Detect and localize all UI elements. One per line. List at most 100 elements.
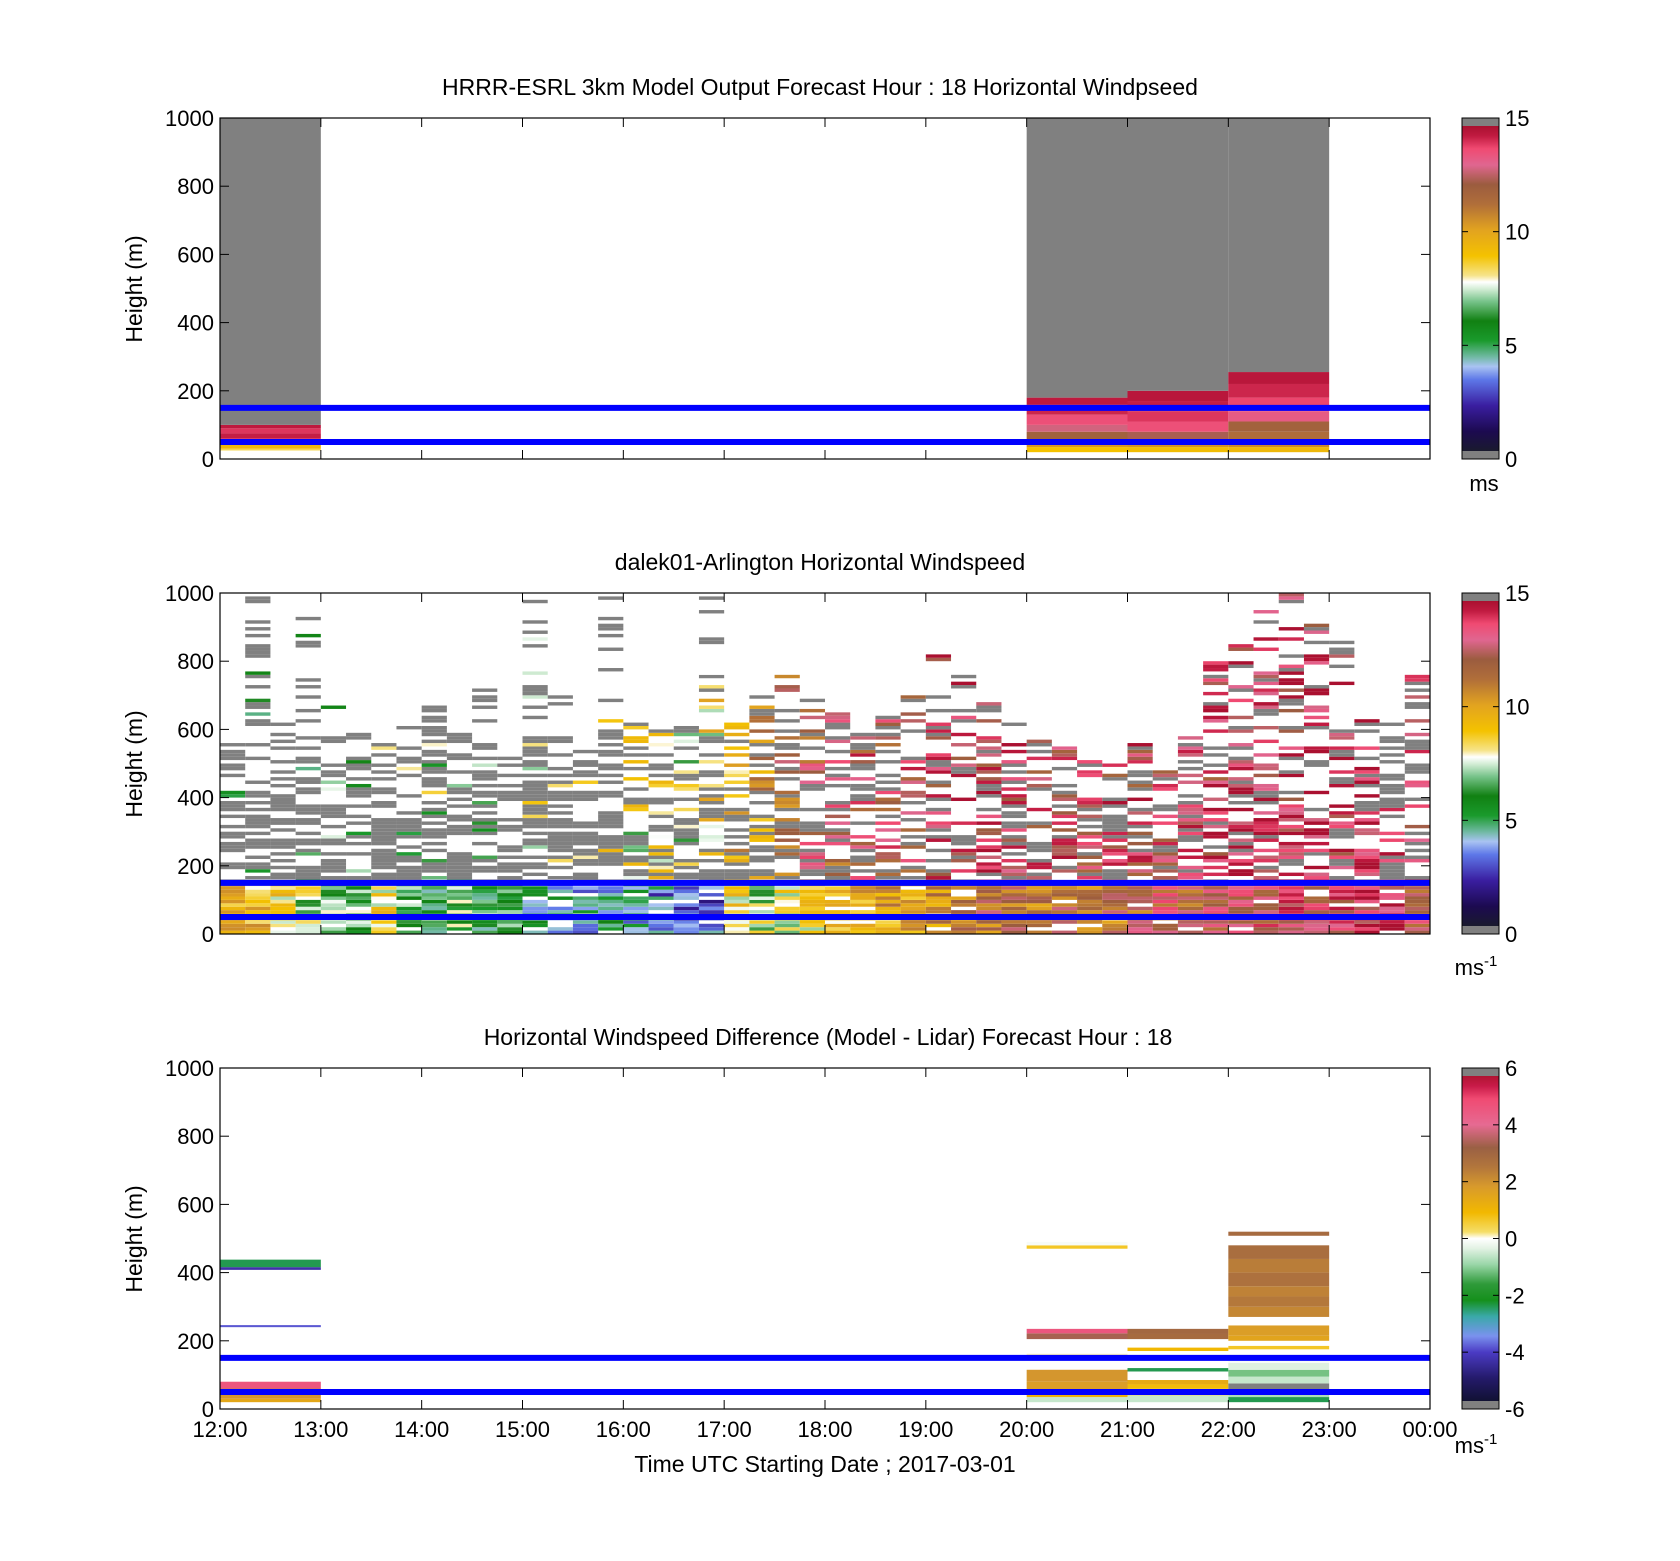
colorbar-tick-label: 10 [1505, 220, 1529, 245]
heatmap-cell [446, 753, 473, 757]
heatmap-cell [295, 811, 321, 815]
heatmap-cell [1228, 1383, 1330, 1391]
heatmap-cell [320, 852, 347, 856]
heatmap-cell [825, 893, 851, 897]
heatmap-cell [245, 899, 271, 904]
y-tick-label: 200 [177, 854, 214, 879]
heatmap-cell [1127, 753, 1153, 757]
heatmap-cell [825, 725, 851, 730]
heatmap-cell [346, 886, 372, 890]
heatmap-cell [320, 869, 347, 873]
heatmap-cell [976, 872, 1002, 877]
heatmap-cell [774, 804, 800, 808]
heatmap-cell [522, 855, 548, 859]
heatmap-cell [1253, 903, 1279, 907]
heatmap-cell [1203, 845, 1229, 849]
heatmap-cell [220, 424, 321, 429]
colorbar-frame [1461, 117, 1500, 460]
heatmap-cell [396, 889, 422, 894]
heatmap-cell [245, 674, 271, 679]
heatmap-cell [925, 858, 952, 863]
heatmap-cell [976, 893, 1002, 897]
heatmap-cell [295, 644, 321, 648]
heatmap-cell [875, 828, 901, 832]
heatmap-cell [472, 906, 498, 911]
heatmap-cell [371, 927, 397, 931]
heatmap-cell [799, 841, 825, 846]
heatmap-cell [1026, 749, 1052, 754]
heatmap-cell [220, 824, 246, 829]
heatmap-cell [875, 722, 901, 726]
heatmap-cell [522, 705, 548, 709]
heatmap-cell [547, 804, 573, 808]
heatmap-cell [698, 824, 725, 829]
heatmap-cell [572, 763, 599, 767]
heatmap-cell [547, 927, 573, 931]
heatmap-cell [497, 773, 523, 778]
heatmap-cell [220, 889, 246, 894]
heatmap-cell [749, 695, 775, 699]
colorbar-unit-exponent: -1 [1484, 1431, 1497, 1448]
heatmap-cell [648, 872, 674, 877]
heatmap-cell [245, 650, 271, 655]
heatmap-cell [472, 903, 498, 907]
heatmap-cell [1329, 886, 1355, 890]
heatmap-cell [774, 807, 800, 812]
heatmap-cell [547, 930, 573, 934]
heatmap-cell [446, 923, 473, 928]
heatmap-cell [749, 831, 775, 836]
heatmap-cell [951, 852, 977, 856]
heatmap-cell [1329, 848, 1355, 853]
heatmap-cell [875, 855, 901, 859]
heatmap-cell [1354, 855, 1380, 859]
heatmap-cell [1253, 797, 1279, 802]
heatmap-cell [547, 848, 573, 853]
heatmap-cell [1051, 930, 1078, 934]
heatmap-cell [1001, 872, 1027, 877]
heatmap-cell [976, 794, 1002, 798]
heatmap-cell [497, 893, 523, 897]
heatmap-cell [421, 777, 447, 781]
heatmap-cell [1228, 910, 1254, 914]
heatmap-cell [976, 783, 1002, 788]
heatmap-cell [1228, 899, 1254, 904]
heatmap-cell [1026, 783, 1052, 788]
heatmap-cell [749, 903, 775, 907]
heatmap-cell [1051, 893, 1078, 897]
heatmap-cell [1177, 872, 1204, 877]
heatmap-cell [1278, 627, 1304, 631]
heatmap-cell [698, 685, 725, 689]
heatmap-cell [1127, 1333, 1229, 1340]
heatmap-cell [1404, 780, 1430, 784]
heatmap-cell [1379, 886, 1405, 890]
heatmap-cell [1127, 447, 1229, 453]
heatmap-cell [1203, 889, 1229, 894]
heatmap-cell [623, 746, 649, 750]
heatmap-cell [522, 923, 548, 928]
heatmap-cell [346, 899, 372, 904]
heatmap-cell [1127, 118, 1229, 391]
heatmap-cell [951, 896, 977, 900]
heatmap-cell [1354, 811, 1380, 815]
heatmap-cell [1203, 906, 1229, 911]
heatmap-cell [724, 858, 750, 863]
heatmap-cell [1026, 1333, 1128, 1340]
heatmap-cell [900, 729, 926, 733]
heatmap-cell [724, 855, 750, 859]
heatmap-cell [749, 855, 775, 859]
heatmap-cell [371, 804, 397, 808]
heatmap-cell [698, 698, 725, 703]
heatmap-cell [1228, 1296, 1330, 1307]
heatmap-cell [925, 695, 952, 699]
heatmap-cell [1026, 447, 1128, 453]
heatmap-cell [1127, 886, 1153, 890]
heatmap-cell [825, 807, 851, 812]
heatmap-cell [825, 903, 851, 907]
heatmap-cell [371, 818, 397, 822]
heatmap-cell [900, 794, 926, 798]
heatmap-cell [673, 906, 699, 911]
heatmap-cell [850, 783, 876, 788]
heatmap-cell [1001, 743, 1027, 747]
colorbar-unit: ms-1 [1455, 953, 1498, 980]
heatmap-cell [1354, 899, 1380, 904]
